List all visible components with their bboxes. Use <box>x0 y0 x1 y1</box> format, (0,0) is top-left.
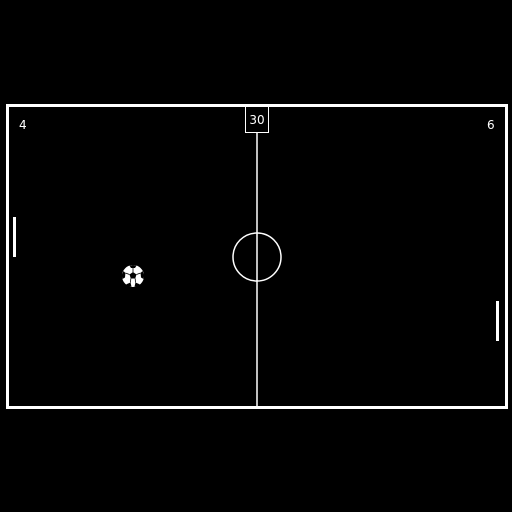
timer-value: 30 <box>249 112 265 127</box>
left-player-score: 4 <box>19 118 27 132</box>
match-timer: 30 <box>245 107 269 133</box>
right-paddle[interactable] <box>496 301 499 341</box>
left-paddle[interactable] <box>13 217 16 257</box>
soccer-ball-icon <box>121 264 145 288</box>
center-circle <box>232 232 282 282</box>
right-player-score: 6 <box>487 118 495 132</box>
field-boundary <box>6 104 508 409</box>
